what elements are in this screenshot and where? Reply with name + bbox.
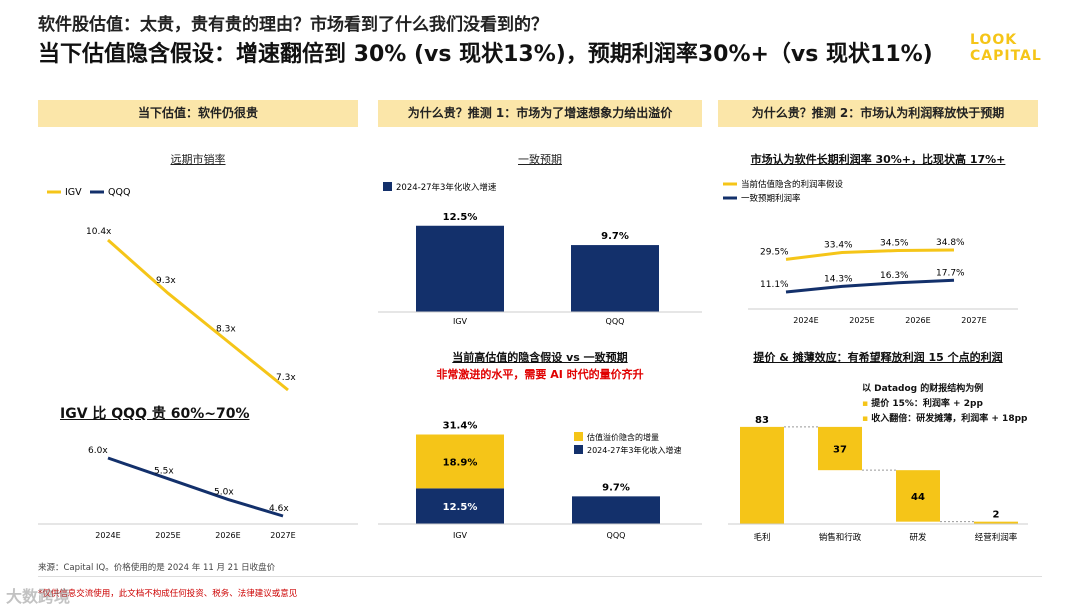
waterfall-note-title: 以 Datadog 的财报结构为例 — [862, 384, 984, 394]
panel2-subtitle2: 当前高估值的隐含假设 vs 一致预期 — [452, 351, 628, 364]
consensus-x-tick: IGV — [453, 317, 468, 326]
qqq-ps-label: 5.0x — [214, 487, 234, 497]
margin-x-tick: 2026E — [905, 316, 930, 325]
ps-igv-chart: IGV QQQ 10.4x 9.3x 8.3x 7.3x — [47, 187, 296, 392]
panel3-header: 为什么贵？推测 2：市场认为利润释放快于预期 — [718, 100, 1038, 127]
margin-value-label: 16.3% — [880, 271, 909, 281]
footer-divider — [38, 576, 1042, 577]
waterfall-value-label: 2 — [993, 510, 1000, 521]
consensus-value-label: 12.5% — [443, 212, 478, 223]
implied-legend-label-increment: 估值溢价隐含的增量 — [587, 432, 659, 442]
qqq-ps-line — [107, 456, 284, 518]
implied-legend-label-base: 2024-27年3年化收入增速 — [587, 445, 682, 455]
implied-legend-swatch-increment — [574, 432, 583, 441]
qqq-ps-label: 6.0x — [88, 446, 108, 456]
implied-legend-swatch-base — [574, 445, 583, 454]
brand-logo: LOOK CAPITAL — [970, 32, 1052, 68]
igv-ps-label: 9.3x — [156, 276, 176, 286]
waterfall-bar — [896, 470, 940, 522]
margin-legend-label: 一致预期利润率 — [741, 193, 801, 204]
margin-line — [785, 278, 955, 294]
panel2-red-note: 非常激进的水平，需要 AI 时代的量价齐升 — [436, 368, 644, 381]
margin-legend-label: 当前估值隐含的利润率假设 — [741, 179, 844, 190]
waterfall-chart: 83 毛利 37 销售和行政 44 研发 2 经营利润率 — [728, 415, 1028, 543]
disclaimer: *仅供信息交流使用，此文档不构成任何投资、税务、法律建议或意见 — [38, 589, 298, 599]
waterfall-x-tick: 研发 — [909, 532, 927, 543]
margin-x-tick: 2027E — [961, 316, 986, 325]
waterfall-note-item-2-text: 收入翻倍：研发摊薄，利润率 + 18pp — [871, 414, 1028, 424]
waterfall-note-item-1: ▪ 提价 15%：利润率 + 2pp — [862, 396, 983, 409]
waterfall-value-label: 83 — [755, 415, 769, 426]
panel2-subtitle: 一致预期 — [518, 153, 562, 166]
igv-ps-label: 8.3x — [216, 325, 236, 335]
waterfall-x-tick: 经营利润率 — [975, 532, 1018, 543]
qqq-x-tick: 2027E — [270, 531, 295, 540]
margin-value-label: 14.3% — [824, 274, 853, 284]
qqq-ps-label: 5.5x — [154, 467, 174, 477]
waterfall-bar — [740, 426, 784, 524]
waterfall-x-tick: 销售和行政 — [819, 532, 862, 543]
bullet-icon: ▪ — [862, 399, 869, 409]
margin-line — [785, 248, 955, 261]
margin-value-label: 29.5% — [760, 247, 789, 257]
igv-ps-label: 10.4x — [86, 227, 112, 237]
consensus-value-label: 9.7% — [601, 231, 629, 242]
consensus-chart: 2024-27年3年化收入增速 12.5% IGV 9.7% QQQ — [378, 182, 702, 326]
margin-x-tick: 2024E — [793, 316, 818, 325]
legend-igv-label: IGV — [65, 187, 82, 198]
implied-x-tick: IGV — [453, 531, 468, 540]
implied-total-label: 9.7% — [602, 482, 630, 493]
panel2-header: 为什么贵？推测 1：市场为了增速想象力给出溢价 — [378, 100, 702, 127]
page-title-line2: 当下估值隐含假设：增速翻倍到 30% (vs 现状13%)，预期利润率30%+（… — [38, 42, 933, 67]
waterfall-bar — [818, 426, 862, 471]
implied-base-label: 12.5% — [443, 502, 478, 513]
qqq-x-tick: 2024E — [95, 531, 120, 540]
bullet-icon: ▪ — [862, 414, 869, 424]
qqq-x-tick: 2026E — [215, 531, 240, 540]
logo-line1: LOOK — [970, 32, 1018, 48]
qqq-ps-label: 4.6x — [269, 504, 289, 514]
source-note: 来源：Capital IQ。价格使用的是 2024 年 11 月 21 日收盘价 — [38, 563, 276, 573]
panel1-subtitle: 远期市销率 — [170, 153, 226, 166]
waterfall-bar — [974, 521, 1018, 524]
implied-chart: 12.5% 18.9% 31.4% IGV 9.7% QQQ 估值溢价隐含的增量 2024-2… — [378, 421, 702, 540]
waterfall-x-tick: 毛利 — [753, 532, 770, 543]
margin-value-label: 17.7% — [936, 268, 965, 278]
consensus-x-tick: QQQ — [606, 317, 625, 326]
qqq-x-tick: 2025E — [155, 531, 180, 540]
margin-x-tick: 2025E — [849, 316, 874, 325]
implied-base-bar — [416, 488, 504, 524]
implied-increment-label: 18.9% — [443, 457, 478, 468]
consensus-legend-label: 2024-27年3年化收入增速 — [396, 182, 497, 193]
waterfall-note-item-2: ▪ 收入翻倍：研发摊薄，利润率 + 18pp — [862, 411, 1027, 424]
consensus-bar — [416, 225, 504, 312]
margin-value-label: 11.1% — [760, 280, 789, 290]
waterfall-value-label: 37 — [833, 445, 847, 456]
waterfall-note-item-1-text: 提价 15%：利润率 + 2pp — [871, 399, 983, 409]
implied-base-bar — [572, 496, 660, 524]
implied-total-label: 31.4% — [443, 421, 478, 432]
page-title-line1: 软件股估值：太贵，贵有贵的理由？市场看到了什么我们没看到的？ — [38, 15, 548, 35]
panel1-header: 当下估值：软件仍很贵 — [38, 100, 358, 127]
implied-x-tick: QQQ — [607, 531, 626, 540]
logo-line2: CAPITAL — [970, 48, 1042, 64]
panel3-subtitle: 市场认为软件长期利润率 30%+，比现状高 17%+ — [750, 153, 1006, 166]
igv-ps-line — [107, 238, 289, 392]
waterfall-value-label: 44 — [911, 492, 925, 503]
ps-qqq-chart: 6.0x 5.5x 5.0x 4.6x 2024E 2025E 2026E 2027E — [38, 446, 358, 540]
igv-ps-label: 7.3x — [276, 373, 296, 383]
margin-value-label: 33.4% — [824, 240, 853, 250]
consensus-legend-swatch — [383, 182, 392, 191]
implied-increment-bar — [416, 434, 504, 489]
panel3-subtitle2: 提价 & 摊薄效应：有希望释放利润 15 个点的利润 — [753, 351, 1003, 364]
margin-value-label: 34.8% — [936, 238, 965, 248]
consensus-bar — [571, 245, 659, 312]
watermark: 大数跨境 — [6, 587, 71, 606]
legend-qqq-label: QQQ — [108, 187, 130, 198]
margin-value-label: 34.5% — [880, 239, 909, 249]
panel1-subtitle2: IGV 比 QQQ 贵 60%~70% — [60, 406, 250, 422]
